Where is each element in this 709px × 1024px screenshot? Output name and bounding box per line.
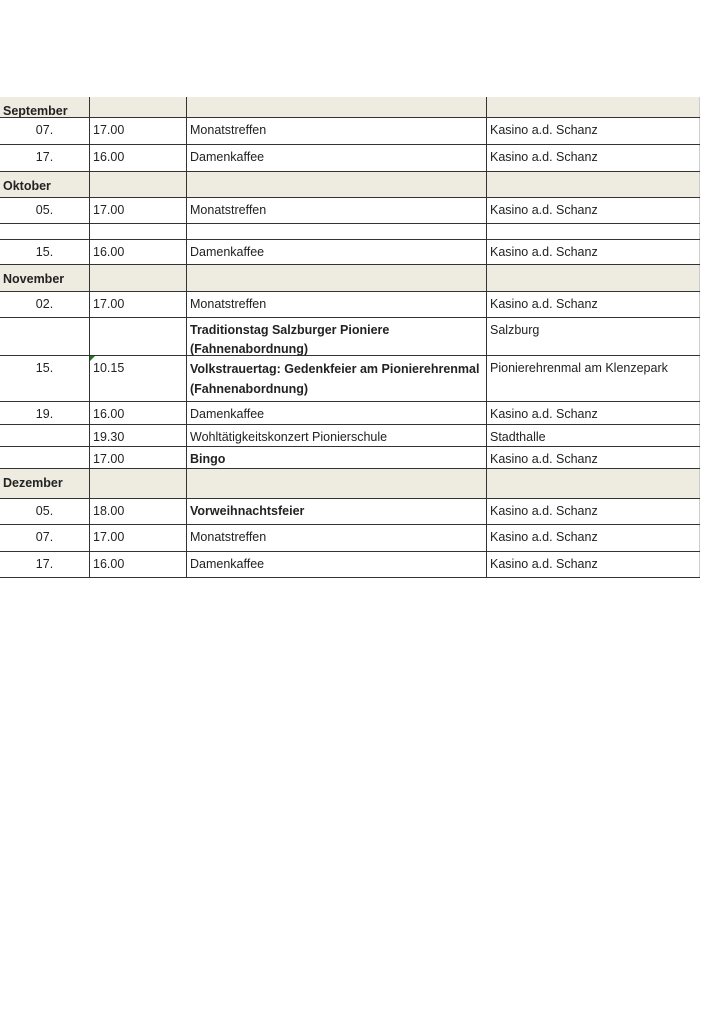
time-cell[interactable] [90,318,187,355]
location-cell[interactable]: Kasino a.d. Schanz [487,525,700,551]
comment-indicator-icon [90,356,95,361]
event-cell[interactable] [187,97,487,117]
location-cell[interactable] [487,224,700,239]
location-cell[interactable]: Kasino a.d. Schanz [487,240,700,264]
time-cell[interactable]: 16.00 [90,552,187,577]
location-cell[interactable]: Kasino a.d. Schanz [487,552,700,577]
location-cell[interactable]: Kasino a.d. Schanz [487,499,700,524]
event-cell[interactable] [187,224,487,239]
event-cell[interactable]: Monatstreffen [187,198,487,223]
time-cell[interactable] [90,469,187,498]
event-cell[interactable] [187,469,487,498]
time-cell[interactable]: 17.00 [90,118,187,144]
location-cell[interactable]: Kasino a.d. Schanz [487,447,700,468]
month-header-row: September [0,97,700,118]
location-cell[interactable] [487,265,700,291]
month-label[interactable]: Dezember [0,469,90,498]
location-cell[interactable]: Kasino a.d. Schanz [487,118,700,144]
event-cell[interactable]: Monatstreffen [187,292,487,317]
time-cell[interactable]: 17.00 [90,292,187,317]
event-cell[interactable] [187,265,487,291]
time-cell[interactable]: 16.00 [90,240,187,264]
time-cell[interactable]: 16.00 [90,145,187,171]
location-cell[interactable]: Stadthalle [487,425,700,446]
event-cell[interactable] [187,172,487,197]
table-row: 02. 17.00 Monatstreffen Kasino a.d. Schanz [0,292,700,318]
event-cell[interactable]: Bingo [187,447,487,468]
table-row: 05. 18.00 Vorweihnachtsfeier Kasino a.d. Sc… [0,499,700,525]
location-cell[interactable] [487,469,700,498]
table-row: 17. 16.00 Damenkaffee Kasino a.d. Schanz [0,552,700,578]
location-cell[interactable]: Kasino a.d. Schanz [487,292,700,317]
day-cell[interactable]: 19. [0,402,90,424]
time-cell[interactable] [90,265,187,291]
day-cell[interactable] [0,224,90,239]
month-label[interactable]: November [0,265,90,291]
month-header-row: Oktober [0,172,700,198]
location-cell[interactable]: Kasino a.d. Schanz [487,198,700,223]
event-cell[interactable]: Damenkaffee [187,145,487,171]
day-cell[interactable] [0,425,90,446]
event-cell[interactable]: Volkstrauertag: Gedenkfeier am Pioniereh… [187,356,487,401]
table-row: 05. 17.00 Monatstreffen Kasino a.d. Schanz [0,198,700,224]
table-row: Traditionstag Salzburger Pioniere (Fahne… [0,318,700,356]
location-cell[interactable] [487,97,700,117]
time-cell[interactable] [90,224,187,239]
location-cell[interactable]: Kasino a.d. Schanz [487,145,700,171]
time-cell[interactable] [90,172,187,197]
day-cell[interactable]: 15. [0,356,90,401]
location-cell[interactable]: Salzburg [487,318,700,355]
time-cell[interactable]: 10.15 [90,356,187,401]
day-cell[interactable]: 05. [0,499,90,524]
location-cell[interactable]: Pionierehrenmal am Klenzepark [487,356,700,401]
table-row [0,224,700,240]
time-cell[interactable] [90,97,187,117]
day-cell[interactable] [0,318,90,355]
table-row: 07. 17.00 Monatstreffen Kasino a.d. Schanz [0,118,700,145]
day-cell[interactable]: 17. [0,145,90,171]
month-header-row: Dezember [0,469,700,499]
time-cell[interactable]: 18.00 [90,499,187,524]
event-cell[interactable]: Monatstreffen [187,525,487,551]
day-cell[interactable] [0,447,90,468]
table-row: 07. 17.00 Monatstreffen Kasino a.d. Schanz [0,525,700,552]
event-cell[interactable]: Vorweihnachtsfeier [187,499,487,524]
event-cell[interactable]: Damenkaffee [187,552,487,577]
time-cell[interactable]: 17.00 [90,525,187,551]
time-cell[interactable]: 17.00 [90,198,187,223]
event-cell[interactable]: Damenkaffee [187,240,487,264]
day-cell[interactable]: 02. [0,292,90,317]
location-cell[interactable] [487,172,700,197]
table-row: 17. 16.00 Damenkaffee Kasino a.d. Schanz [0,145,700,172]
table-row: 19. 16.00 Damenkaffee Kasino a.d. Schanz [0,402,700,425]
time-cell[interactable]: 16.00 [90,402,187,424]
schedule-table: September 07. 17.00 Monatstreffen Kasino a.d… [0,97,700,578]
day-cell[interactable]: 15. [0,240,90,264]
event-cell[interactable]: Traditionstag Salzburger Pioniere (Fahne… [187,318,487,355]
day-cell[interactable]: 07. [0,118,90,144]
event-cell[interactable]: Damenkaffee [187,402,487,424]
table-row: 17.00 Bingo Kasino a.d. Schanz [0,447,700,469]
day-cell[interactable]: 17. [0,552,90,577]
event-cell[interactable]: Wohltätigkeitskonzert Pionierschule [187,425,487,446]
time-cell[interactable]: 19.30 [90,425,187,446]
month-label[interactable]: Oktober [0,172,90,197]
table-row: 15. 10.15 Volkstrauertag: Gedenkfeier am P… [0,356,700,402]
day-cell[interactable]: 07. [0,525,90,551]
day-cell[interactable]: 05. [0,198,90,223]
month-label[interactable]: September [0,97,90,117]
time-cell[interactable]: 17.00 [90,447,187,468]
table-row: 15. 16.00 Damenkaffee Kasino a.d. Schanz [0,240,700,265]
location-cell[interactable]: Kasino a.d. Schanz [487,402,700,424]
event-cell[interactable]: Monatstreffen [187,118,487,144]
table-row: 19.30 Wohltätigkeitskonzert Pionierschule… [0,425,700,447]
month-header-row: November [0,265,700,292]
